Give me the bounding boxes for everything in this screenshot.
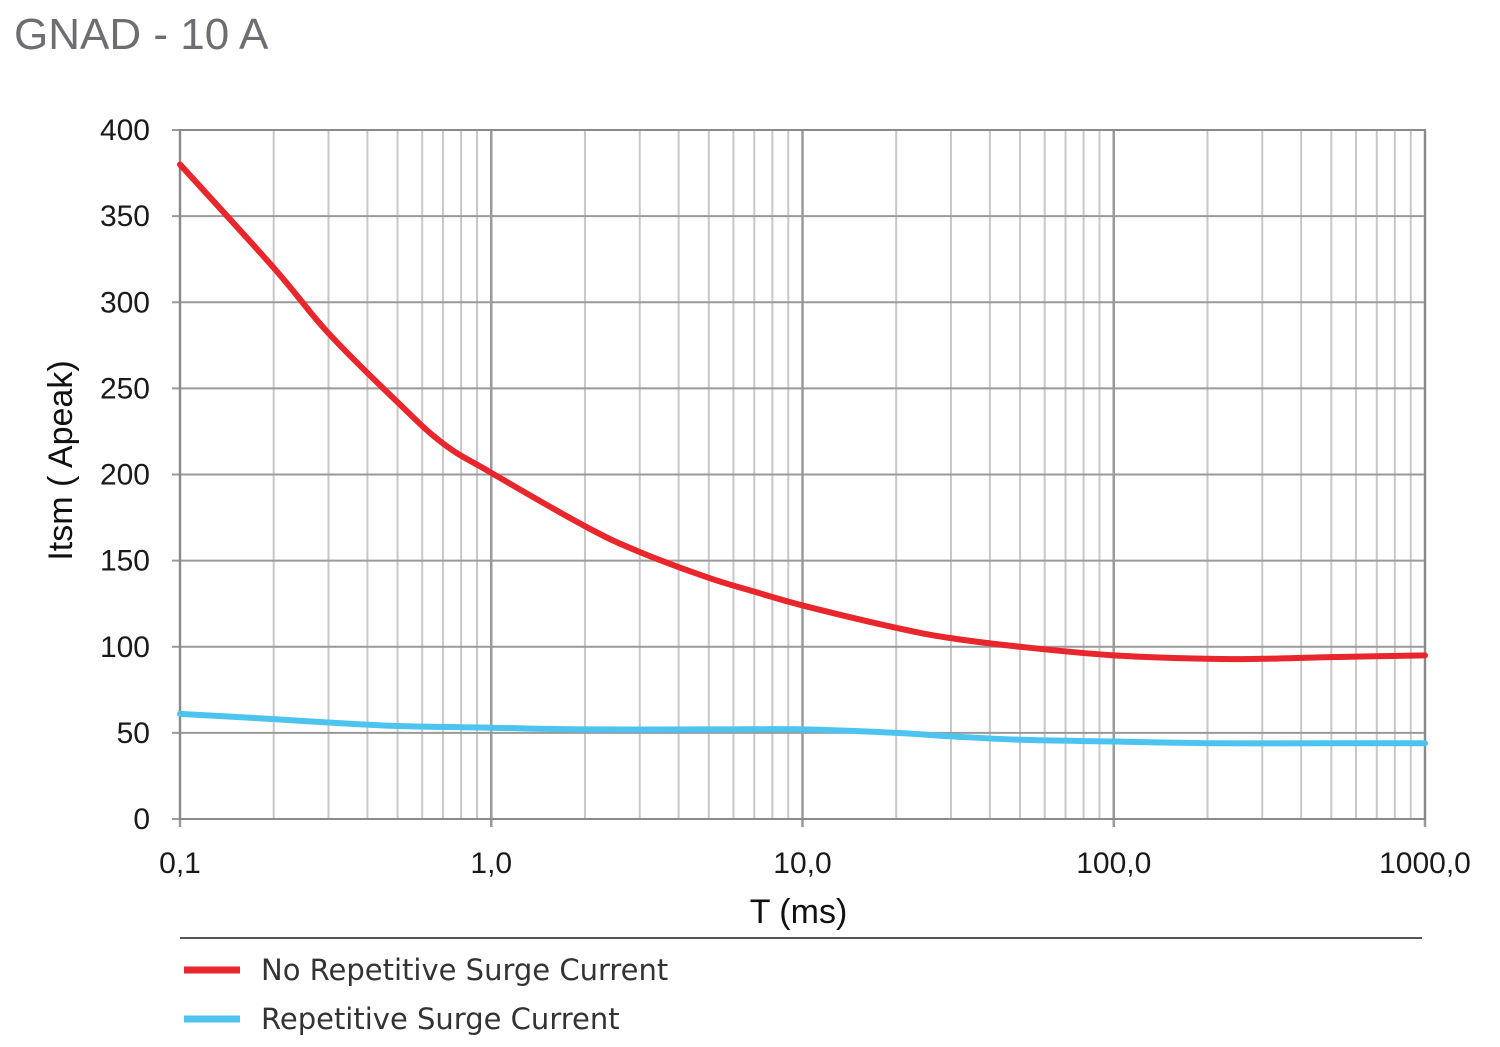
y-tick-label: 350 xyxy=(100,200,150,233)
legend-label: Repetitive Surge Current xyxy=(261,1002,620,1036)
plot-frame xyxy=(179,129,1426,820)
legend-item-repetitive-surge-current: Repetitive Surge Current xyxy=(184,1002,620,1036)
y-axis-title: Itsm ( Apeak) xyxy=(42,360,80,560)
series-lines xyxy=(177,161,1428,747)
x-axis-tick-labels: 0,1 1,0 10,0 100,0 1000,0 xyxy=(159,847,1471,880)
series-line-repetitive-surge-current xyxy=(177,710,1428,747)
y-tick-label: 400 xyxy=(100,114,150,147)
grid xyxy=(172,129,1427,827)
legend-label: No Repetitive Surge Current xyxy=(261,953,668,987)
x-tick-label: 1000,0 xyxy=(1379,847,1471,880)
y-tick-label: 0 xyxy=(133,803,150,836)
y-tick-label: 250 xyxy=(100,372,150,405)
y-axis-tick-labels: 0 50 100 150 200 250 300 350 400 xyxy=(100,114,150,836)
y-tick-label: 100 xyxy=(100,631,150,664)
legend: No Repetitive Surge Current Repetitive Su… xyxy=(184,953,668,1036)
page-title: GNAD - 10 A xyxy=(14,10,269,59)
y-tick-label: 200 xyxy=(100,459,150,492)
y-tick-label: 150 xyxy=(100,545,150,578)
y-tick-label: 300 xyxy=(100,286,150,319)
series-line-no-repetitive-surge-current xyxy=(177,161,1428,663)
x-axis-title: T (ms) xyxy=(750,893,848,931)
legend-item-no-repetitive-surge-current: No Repetitive Surge Current xyxy=(184,953,668,987)
x-tick-label: 0,1 xyxy=(159,847,201,880)
x-tick-label: 10,0 xyxy=(773,847,831,880)
x-tick-label: 1,0 xyxy=(470,847,512,880)
x-tick-label: 100,0 xyxy=(1076,847,1151,880)
y-tick-label: 50 xyxy=(117,717,150,750)
